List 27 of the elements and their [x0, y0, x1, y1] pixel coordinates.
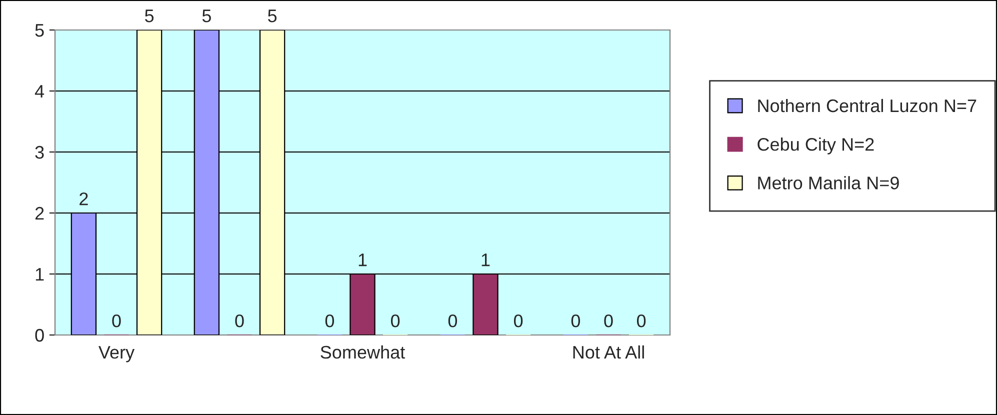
data-label: 5	[268, 10, 277, 22]
data-label: 1	[482, 254, 490, 266]
legend-label: Nothern Central Luzon N=7	[758, 98, 976, 112]
y-tick-label: 0	[35, 328, 44, 342]
data-label: 2	[80, 192, 88, 206]
x-tick-label: Not At All	[573, 345, 644, 359]
data-label: 0	[604, 314, 613, 328]
data-label: 0	[514, 314, 523, 328]
data-label: 0	[325, 314, 334, 328]
data-label: 0	[571, 314, 580, 328]
legend-label: Metro Manila N=9	[758, 176, 899, 190]
x-tick-label: Somewhat	[320, 345, 406, 359]
data-label: 1	[358, 254, 367, 266]
data-label: 5	[202, 10, 211, 22]
y-tick-label: 1	[36, 268, 44, 281]
data-label: 0	[448, 314, 458, 328]
y-tick-label: 2	[35, 206, 44, 220]
y-tick-label: 4	[34, 85, 44, 98]
legend-label: Cebu City N=2	[758, 138, 874, 154]
y-tick-label: 5	[35, 24, 44, 37]
data-label: 0	[235, 314, 244, 328]
y-tick-label: 3	[35, 146, 44, 159]
x-tick-label: Very	[98, 346, 135, 362]
data-label: 0	[112, 314, 121, 328]
data-label: 0	[636, 314, 646, 328]
data-label: 5	[145, 10, 154, 22]
data-label: 0	[390, 314, 400, 328]
